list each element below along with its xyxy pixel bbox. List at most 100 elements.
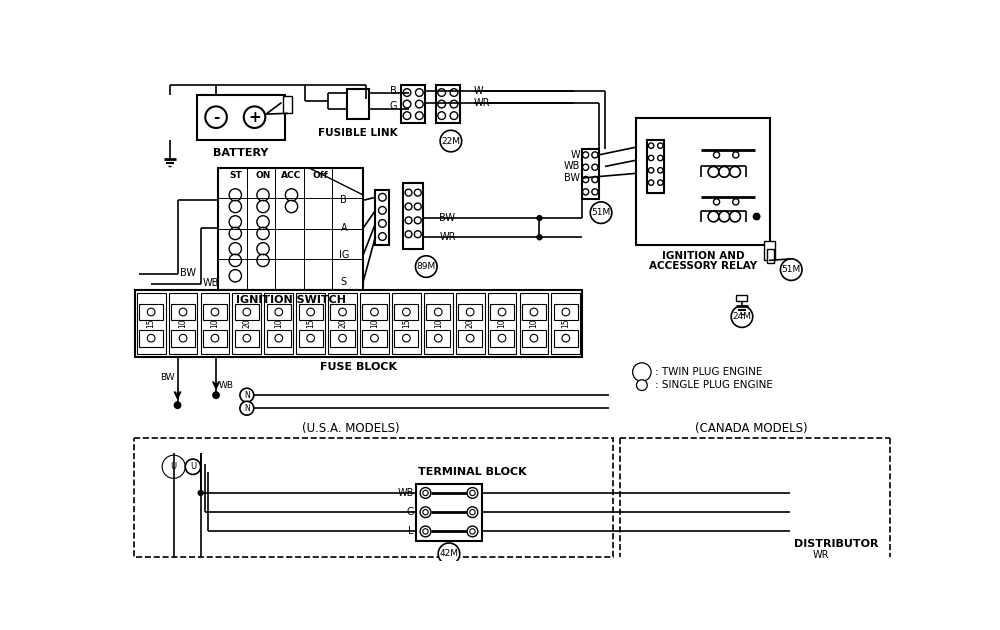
Bar [436, 85, 460, 123]
Circle shape [403, 89, 411, 96]
Circle shape [414, 217, 421, 224]
Bar [394, 329, 418, 346]
Circle shape [658, 143, 663, 149]
Bar [522, 329, 546, 346]
Bar [283, 96, 292, 113]
Circle shape [466, 335, 474, 342]
Text: 15: 15 [402, 319, 411, 328]
Circle shape [402, 308, 410, 316]
Circle shape [713, 199, 720, 205]
Bar [394, 304, 418, 321]
Bar [392, 293, 421, 354]
Bar [218, 168, 363, 290]
Circle shape [420, 507, 431, 518]
Circle shape [414, 189, 421, 196]
Bar [347, 89, 369, 118]
Circle shape [174, 402, 181, 408]
Circle shape [405, 189, 412, 196]
Circle shape [719, 211, 730, 222]
Bar [426, 304, 450, 321]
Circle shape [403, 100, 411, 108]
Circle shape [379, 193, 386, 201]
Circle shape [592, 189, 598, 195]
Circle shape [583, 189, 589, 195]
Circle shape [592, 152, 598, 158]
Text: B: B [390, 86, 397, 96]
Circle shape [257, 243, 269, 255]
Text: 10: 10 [370, 319, 379, 328]
Circle shape [198, 491, 203, 495]
Bar [264, 293, 293, 354]
Bar [171, 304, 195, 321]
Text: ACC: ACC [281, 171, 302, 180]
Bar [767, 249, 774, 263]
Circle shape [402, 335, 410, 342]
Text: 24M: 24M [732, 312, 751, 321]
Text: -: - [213, 110, 219, 125]
Text: WR: WR [812, 549, 829, 559]
Bar [330, 329, 355, 346]
Text: 42M: 42M [439, 549, 458, 558]
Text: Off: Off [313, 171, 329, 180]
Text: W: W [474, 86, 484, 96]
Circle shape [467, 507, 478, 518]
Circle shape [648, 168, 654, 173]
Circle shape [530, 335, 538, 342]
Circle shape [307, 308, 315, 316]
Circle shape [240, 388, 254, 402]
Bar [235, 304, 259, 321]
Bar [139, 329, 163, 346]
Circle shape [537, 215, 542, 220]
Circle shape [730, 166, 740, 177]
Text: : SINGLE PLUG ENGINE: : SINGLE PLUG ENGINE [655, 380, 773, 390]
Circle shape [275, 335, 283, 342]
Circle shape [415, 100, 423, 108]
Text: WB: WB [218, 381, 233, 389]
Text: BW: BW [439, 213, 455, 223]
Text: 15: 15 [147, 319, 156, 328]
Circle shape [371, 335, 378, 342]
Bar [360, 293, 389, 354]
Circle shape [466, 308, 474, 316]
Bar [203, 329, 227, 346]
Text: 15: 15 [561, 319, 570, 328]
Circle shape [636, 367, 647, 377]
Text: G: G [389, 101, 397, 112]
Circle shape [719, 166, 730, 177]
Bar [203, 304, 227, 321]
Bar [403, 183, 423, 249]
Bar [330, 304, 355, 321]
Circle shape [731, 306, 753, 328]
Text: FUSE BLOCK: FUSE BLOCK [320, 362, 397, 372]
Circle shape [754, 214, 760, 220]
Circle shape [420, 526, 431, 537]
Circle shape [379, 220, 386, 227]
Circle shape [592, 176, 598, 183]
Bar [362, 329, 387, 346]
Circle shape [470, 490, 475, 496]
Bar [296, 293, 325, 354]
Circle shape [470, 529, 475, 534]
Circle shape [243, 308, 251, 316]
Circle shape [229, 227, 241, 239]
Text: U: U [171, 462, 177, 471]
Text: DISTRIBUTOR: DISTRIBUTOR [794, 539, 878, 549]
Circle shape [583, 164, 589, 170]
Circle shape [537, 235, 542, 239]
Circle shape [257, 189, 269, 201]
Circle shape [590, 202, 612, 224]
Circle shape [405, 231, 412, 238]
Circle shape [648, 180, 654, 185]
Circle shape [450, 100, 458, 108]
Circle shape [467, 488, 478, 498]
Text: 10: 10 [274, 319, 283, 328]
Text: B: B [340, 195, 347, 205]
Circle shape [285, 189, 298, 201]
Text: +: + [248, 110, 261, 125]
Bar [197, 95, 285, 139]
Circle shape [257, 200, 269, 213]
Circle shape [562, 335, 570, 342]
Bar [328, 293, 357, 354]
Circle shape [434, 335, 442, 342]
Bar [362, 304, 387, 321]
